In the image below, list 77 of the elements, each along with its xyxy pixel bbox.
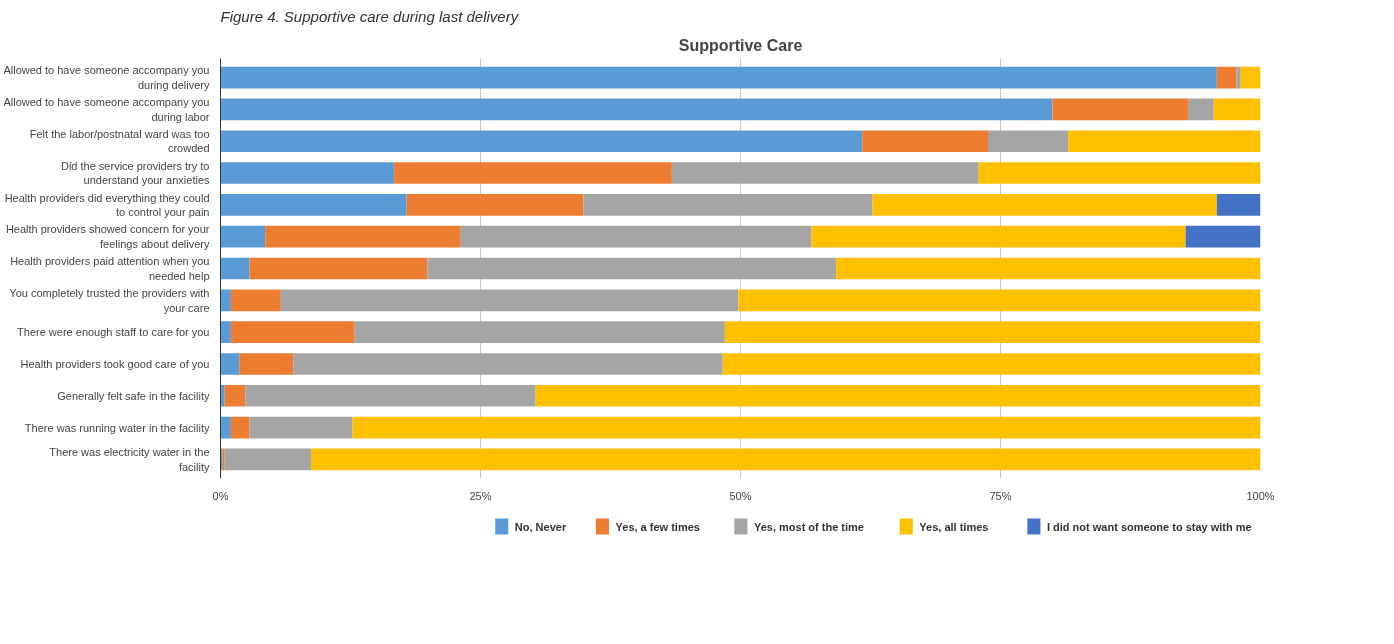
x-tick-label: 75% bbox=[989, 489, 1012, 502]
bar bbox=[988, 130, 1069, 153]
x-tick-label: 100% bbox=[1246, 489, 1275, 502]
bar bbox=[220, 225, 266, 248]
bar bbox=[583, 194, 873, 216]
bar bbox=[394, 162, 672, 184]
bar bbox=[245, 384, 536, 407]
y-tick-label: Health providers showed concern for your feelings about delivery bbox=[5, 223, 210, 250]
bar bbox=[230, 416, 250, 439]
bar bbox=[1185, 225, 1261, 248]
y-tick-label: Did the service providers try to understand your anxieties bbox=[60, 159, 210, 187]
caption: Figure 4. Supportive care during last delivery bbox=[220, 7, 520, 25]
legend-label: Yes, most of the time bbox=[753, 520, 864, 533]
bar bbox=[352, 416, 1261, 439]
x-tick-label: 0% bbox=[212, 489, 229, 502]
bar bbox=[265, 225, 461, 248]
y-tick-label: Health providers took good care of you bbox=[20, 357, 210, 370]
y-tick-label: There was running water in the facility bbox=[24, 421, 210, 434]
bar bbox=[249, 416, 353, 439]
y-tick-label: There were enough staff to care for you bbox=[17, 326, 210, 339]
bar bbox=[535, 384, 1261, 407]
bar bbox=[220, 289, 231, 312]
bar bbox=[978, 162, 1261, 184]
bar bbox=[354, 321, 725, 343]
bar bbox=[724, 321, 1261, 343]
bar bbox=[293, 353, 723, 375]
bar bbox=[1216, 194, 1261, 216]
bar bbox=[1188, 98, 1214, 121]
bar bbox=[220, 98, 1053, 121]
bar bbox=[1213, 98, 1261, 121]
bar bbox=[220, 416, 231, 439]
bar bbox=[872, 194, 1217, 216]
x-tick-label: 25% bbox=[469, 489, 492, 502]
bar bbox=[406, 194, 584, 216]
bar bbox=[280, 289, 739, 312]
bar bbox=[220, 321, 231, 343]
bar bbox=[220, 66, 1217, 89]
y-tick-label: Felt the labor/postnatal ward was too crowded bbox=[29, 128, 210, 155]
bar bbox=[239, 353, 294, 375]
bar bbox=[220, 194, 407, 216]
bar bbox=[1236, 66, 1241, 89]
bar bbox=[811, 225, 1186, 248]
bar bbox=[1068, 130, 1261, 153]
bar bbox=[249, 257, 428, 280]
bar bbox=[1052, 98, 1189, 121]
x-tick-label: 50% bbox=[729, 489, 752, 502]
bar bbox=[220, 162, 395, 184]
bar bbox=[220, 384, 225, 407]
bar bbox=[427, 257, 837, 280]
bar bbox=[671, 162, 979, 184]
legend-label: I did not want someone to stay with me bbox=[1046, 520, 1252, 533]
bar bbox=[1240, 66, 1261, 89]
bar bbox=[224, 384, 246, 407]
bar bbox=[836, 257, 1261, 280]
y-tick-label: You completely trusted the providers with your care bbox=[9, 287, 210, 314]
y-tick-label: Health providers did everything they could to control your pain bbox=[4, 191, 210, 219]
legend-label: No, Never bbox=[514, 520, 567, 533]
bar bbox=[862, 130, 989, 153]
bar bbox=[220, 353, 240, 375]
bar bbox=[230, 289, 281, 312]
bar bbox=[220, 257, 250, 280]
y-tick-label: There was electricity water in the facility bbox=[49, 446, 210, 473]
bar bbox=[722, 353, 1261, 375]
legend-label: Yes, a few times bbox=[615, 520, 700, 533]
y-tick-label: Allowed to have someone accompany you during delivery bbox=[3, 64, 210, 91]
chart-title: Supportive Care bbox=[678, 36, 803, 54]
bar bbox=[460, 225, 812, 248]
legend-label: Yes, all times bbox=[919, 520, 989, 533]
bar bbox=[220, 130, 863, 153]
bar bbox=[224, 448, 311, 471]
y-tick-label: Generally felt safe in the facility bbox=[57, 389, 210, 402]
y-tick-label: Allowed to have someone accompany you during labor bbox=[3, 96, 210, 123]
bar bbox=[1216, 66, 1237, 89]
bar bbox=[738, 289, 1261, 312]
y-tick-label: Health providers paid attention when you needed help bbox=[10, 255, 210, 282]
bar bbox=[310, 448, 1261, 471]
bar bbox=[230, 321, 355, 343]
